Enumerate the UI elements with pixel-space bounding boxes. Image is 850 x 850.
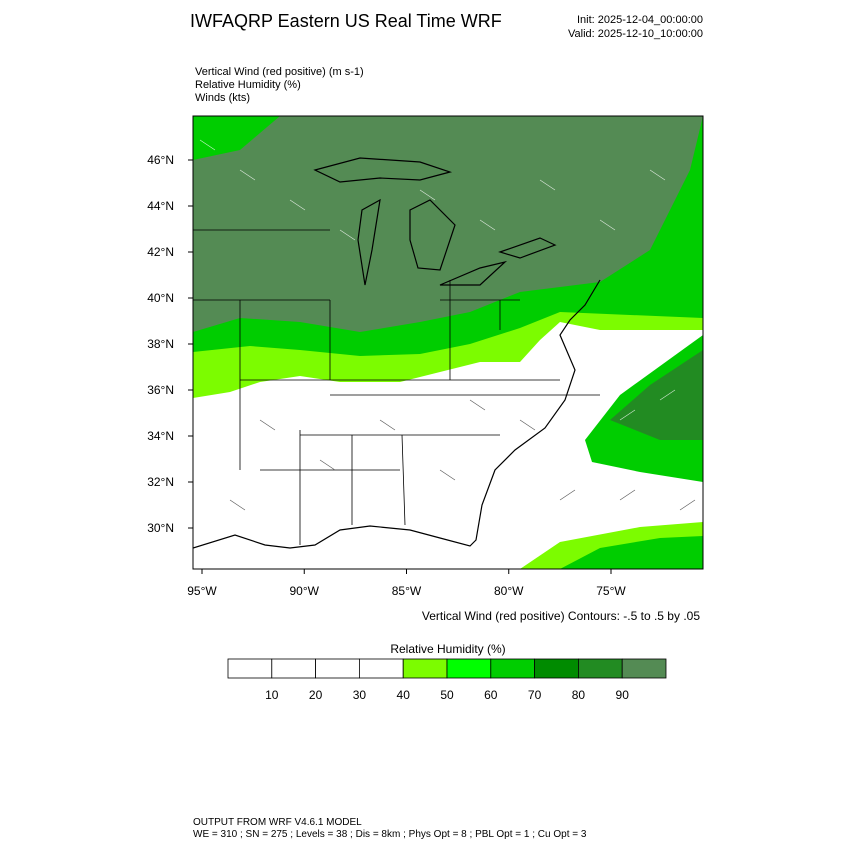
colorbar-label: 10: [265, 688, 279, 702]
lat-tick-label: 42°N: [147, 245, 174, 259]
init-time: Init: 2025-12-04_00:00:00: [577, 14, 703, 26]
wind-barbs: [199, 139, 676, 421]
colorbar-box: [534, 658, 579, 679]
lat-tick-label: 34°N: [147, 429, 174, 443]
colorbar-label: 90: [616, 688, 630, 702]
colorbar-box: [621, 658, 667, 679]
coastline: [193, 157, 601, 549]
wind-barbs: [229, 399, 696, 511]
colorbar-box: [578, 658, 623, 679]
colorbar-label: 80: [572, 688, 586, 702]
map-frame: [192, 115, 704, 570]
lat-tick-label: 40°N: [147, 291, 174, 305]
lat-tick-label: 36°N: [147, 383, 174, 397]
colorbar-label: 20: [309, 688, 323, 702]
humidity-area: [560, 536, 703, 569]
field-label: Vertical Wind (red positive) (m s-1): [195, 66, 364, 78]
footer-line: OUTPUT FROM WRF V4.6.1 MODEL: [193, 817, 362, 828]
colorbar-box: [271, 658, 316, 679]
valid-time: Valid: 2025-12-10_10:00:00: [568, 28, 703, 40]
colorbar: 10 20 30 40 50 60 70 80 90: [227, 658, 667, 702]
contour-note: Vertical Wind (red positive) Contours: -…: [422, 609, 700, 623]
colorbar-label: 50: [440, 688, 454, 702]
lat-tick-label: 32°N: [147, 475, 174, 489]
lon-tick-label: 95°W: [187, 584, 217, 598]
colorbar-title: Relative Humidity (%): [390, 642, 505, 656]
colorbar-box: [358, 658, 404, 679]
state-borders: [193, 229, 600, 545]
lon-tick-label: 80°W: [494, 584, 524, 598]
colorbar-box: [490, 658, 535, 679]
lon-tick-label: 90°W: [290, 584, 320, 598]
colorbar-label: 30: [353, 688, 367, 702]
colorbar-box: [446, 658, 492, 679]
map-field: [193, 116, 703, 569]
lat-tick-label: 46°N: [147, 153, 174, 167]
colorbar-box: [315, 658, 360, 679]
lon-tick-label: 85°W: [392, 584, 422, 598]
footer-line: WE = 310 ; SN = 275 ; Levels = 38 ; Dis …: [193, 829, 587, 840]
field-label: Relative Humidity (%): [195, 79, 301, 91]
colorbar-label: 40: [397, 688, 411, 702]
colorbar-box: [227, 658, 273, 679]
field-label: Winds (kts): [195, 92, 250, 104]
lat-tick-label: 44°N: [147, 199, 174, 213]
colorbar-label: 60: [484, 688, 498, 702]
colorbar-box: [402, 658, 448, 679]
humidity-area: [610, 350, 703, 440]
humidity-area: [193, 116, 703, 332]
lat-tick-label: 30°N: [147, 521, 174, 535]
title: IWFAQRP Eastern US Real Time WRF: [190, 11, 502, 31]
lon-tick-label: 75°W: [596, 584, 626, 598]
colorbar-label: 70: [528, 688, 542, 702]
lat-tick-label: 38°N: [147, 337, 174, 351]
